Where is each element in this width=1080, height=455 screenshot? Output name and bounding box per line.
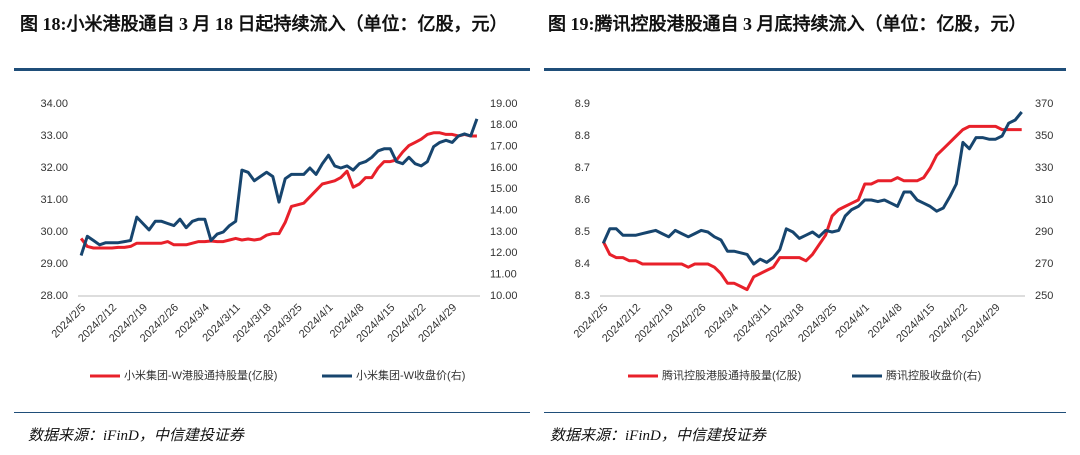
series-line — [601, 124, 1022, 292]
y-tick-label: 8.5 — [575, 226, 590, 238]
y2-tick-label: 18.00 — [490, 119, 518, 131]
legend-label: 腾讯控股收盘价(右) — [886, 368, 981, 382]
y2-tick-label: 12.00 — [490, 247, 518, 259]
y2-tick-label: 15.00 — [490, 183, 518, 195]
y2-tick-label: 10.00 — [490, 290, 518, 302]
y-tick-label: 8.7 — [575, 162, 590, 174]
rule — [14, 412, 530, 413]
y-tick-label: 8.9 — [575, 98, 590, 110]
y2-tick-label: 330 — [1035, 162, 1053, 174]
y2-tick-label: 11.00 — [490, 269, 517, 281]
y2-tick-label: 270 — [1035, 258, 1053, 270]
rule — [544, 412, 1066, 413]
y2-tick-label: 290 — [1035, 226, 1053, 238]
y2-tick-label: 310 — [1035, 194, 1053, 206]
legend-label: 腾讯控股港股通持股量(亿股) — [662, 368, 801, 382]
y2-tick-label: 16.00 — [490, 162, 518, 174]
chart-title: 图 19:腾讯控股港股通自 3 月底持续流入（单位：亿股，元） — [548, 14, 1027, 34]
y-tick-label: 28.00 — [40, 290, 68, 302]
y2-tick-label: 17.00 — [490, 141, 518, 153]
legend-label: 小米集团-W收盘价(右) — [356, 368, 465, 382]
y2-tick-label: 250 — [1035, 290, 1053, 302]
series-line — [601, 111, 1023, 266]
y-tick-label: 30.00 — [40, 226, 68, 238]
rule — [14, 68, 530, 71]
y-tick-label: 8.3 — [575, 290, 590, 302]
y2-tick-label: 350 — [1035, 130, 1053, 142]
y-tick-label: 8.8 — [575, 130, 590, 142]
rule — [544, 68, 1066, 71]
y-tick-label: 34.00 — [40, 98, 68, 110]
y-tick-label: 32.00 — [40, 162, 68, 174]
series-line — [79, 131, 477, 250]
legend-label: 小米集团-W港股通持股量(亿股) — [124, 368, 277, 382]
series-line — [79, 118, 479, 256]
y-tick-label: 8.4 — [575, 258, 590, 270]
y-tick-label: 33.00 — [40, 130, 68, 142]
y-tick-label: 8.6 — [575, 194, 590, 206]
y2-tick-label: 14.00 — [490, 205, 518, 217]
y-tick-label: 31.00 — [40, 194, 68, 206]
source: 数据来源：iFinD，中信建投证券 — [28, 428, 244, 444]
y2-tick-label: 19.00 — [490, 98, 518, 110]
y2-tick-label: 13.00 — [490, 226, 518, 238]
y-tick-label: 29.00 — [40, 258, 68, 270]
x-tick-label: 2024/4/1 — [833, 302, 872, 341]
chart-title: 图 18:小米港股通自 3 月 18 日起持续流入（单位：亿股，元） — [20, 14, 508, 34]
source: 数据来源：iFinD，中信建投证券 — [550, 428, 766, 444]
y2-tick-label: 370 — [1035, 98, 1053, 110]
